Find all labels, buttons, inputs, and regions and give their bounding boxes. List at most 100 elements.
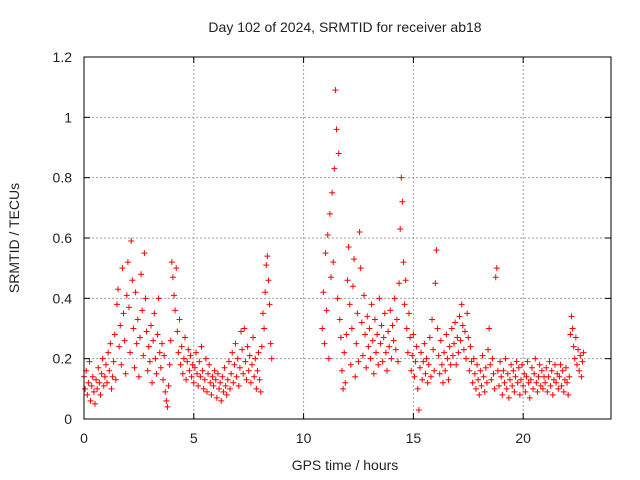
data-point — [244, 343, 251, 350]
data-point — [155, 295, 162, 302]
data-point — [357, 265, 364, 272]
data-point — [426, 334, 433, 341]
data-point — [202, 355, 209, 362]
data-point — [475, 376, 482, 383]
data-point — [118, 361, 125, 368]
data-point — [337, 334, 344, 341]
data-point — [231, 361, 238, 368]
data-point — [393, 316, 400, 323]
data-point — [362, 331, 369, 338]
data-point — [398, 174, 405, 181]
data-point — [476, 391, 483, 398]
data-point — [479, 352, 486, 359]
data-point — [224, 376, 231, 383]
data-point — [156, 349, 163, 356]
data-point — [378, 322, 385, 329]
data-point — [157, 364, 164, 371]
data-point — [122, 370, 129, 377]
data-point — [441, 349, 448, 356]
data-point — [135, 373, 142, 380]
data-point — [87, 397, 94, 404]
data-point — [210, 382, 217, 389]
data-point — [154, 331, 161, 338]
data-point — [509, 382, 516, 389]
data-point — [119, 265, 126, 272]
data-point — [449, 352, 456, 359]
data-point — [536, 361, 543, 368]
data-point — [128, 238, 135, 245]
data-point — [182, 334, 189, 341]
data-point — [365, 343, 372, 350]
data-point — [483, 379, 490, 386]
data-point — [366, 325, 373, 332]
data-point — [167, 337, 174, 344]
data-point — [222, 382, 229, 389]
data-point — [435, 352, 442, 359]
data-point — [482, 364, 489, 371]
data-point — [115, 286, 122, 293]
data-point — [177, 361, 184, 368]
data-point — [82, 385, 89, 392]
data-point — [469, 379, 476, 386]
data-point — [545, 373, 552, 380]
data-point — [187, 352, 194, 359]
data-point — [133, 340, 140, 347]
data-point — [424, 379, 431, 386]
data-point — [220, 388, 227, 395]
data-point — [153, 370, 160, 377]
data-point — [546, 358, 553, 365]
data-point — [343, 331, 350, 338]
data-point — [212, 376, 219, 383]
data-point — [205, 370, 212, 377]
data-point — [165, 382, 172, 389]
data-point — [94, 385, 101, 392]
data-point — [261, 325, 268, 332]
data-point — [419, 376, 426, 383]
data-point — [330, 259, 337, 266]
data-point — [97, 391, 104, 398]
data-point — [450, 340, 457, 347]
data-point — [100, 382, 107, 389]
data-point — [124, 259, 131, 266]
data-point — [515, 364, 522, 371]
data-point — [523, 373, 530, 380]
data-point — [340, 385, 347, 392]
data-point — [183, 376, 190, 383]
data-point — [132, 289, 139, 296]
data-point — [461, 328, 468, 335]
data-point — [333, 126, 340, 133]
data-point — [230, 379, 237, 386]
data-point — [84, 391, 91, 398]
data-point — [168, 259, 175, 266]
data-point — [342, 379, 349, 386]
data-point — [200, 385, 207, 392]
data-point — [463, 355, 470, 362]
data-point — [413, 343, 420, 350]
data-point — [219, 373, 226, 380]
data-point — [99, 355, 106, 362]
data-point — [266, 301, 273, 308]
data-point — [196, 358, 203, 365]
data-point — [392, 346, 399, 353]
data-point — [468, 358, 475, 365]
data-point — [513, 358, 520, 365]
data-point — [403, 325, 410, 332]
data-point — [389, 322, 396, 329]
data-point — [493, 265, 500, 272]
data-point — [163, 397, 170, 404]
data-point — [85, 379, 92, 386]
data-point — [391, 295, 398, 302]
data-point — [528, 364, 535, 371]
x-tick-label: 15 — [406, 430, 422, 446]
data-point — [102, 361, 109, 368]
data-point — [503, 385, 510, 392]
data-point — [427, 373, 434, 380]
data-point — [252, 355, 259, 362]
data-point — [121, 337, 128, 344]
data-point — [245, 367, 252, 374]
data-point — [489, 355, 496, 362]
data-point — [548, 367, 555, 374]
data-point — [371, 316, 378, 323]
data-point — [192, 349, 199, 356]
data-point — [356, 228, 363, 235]
